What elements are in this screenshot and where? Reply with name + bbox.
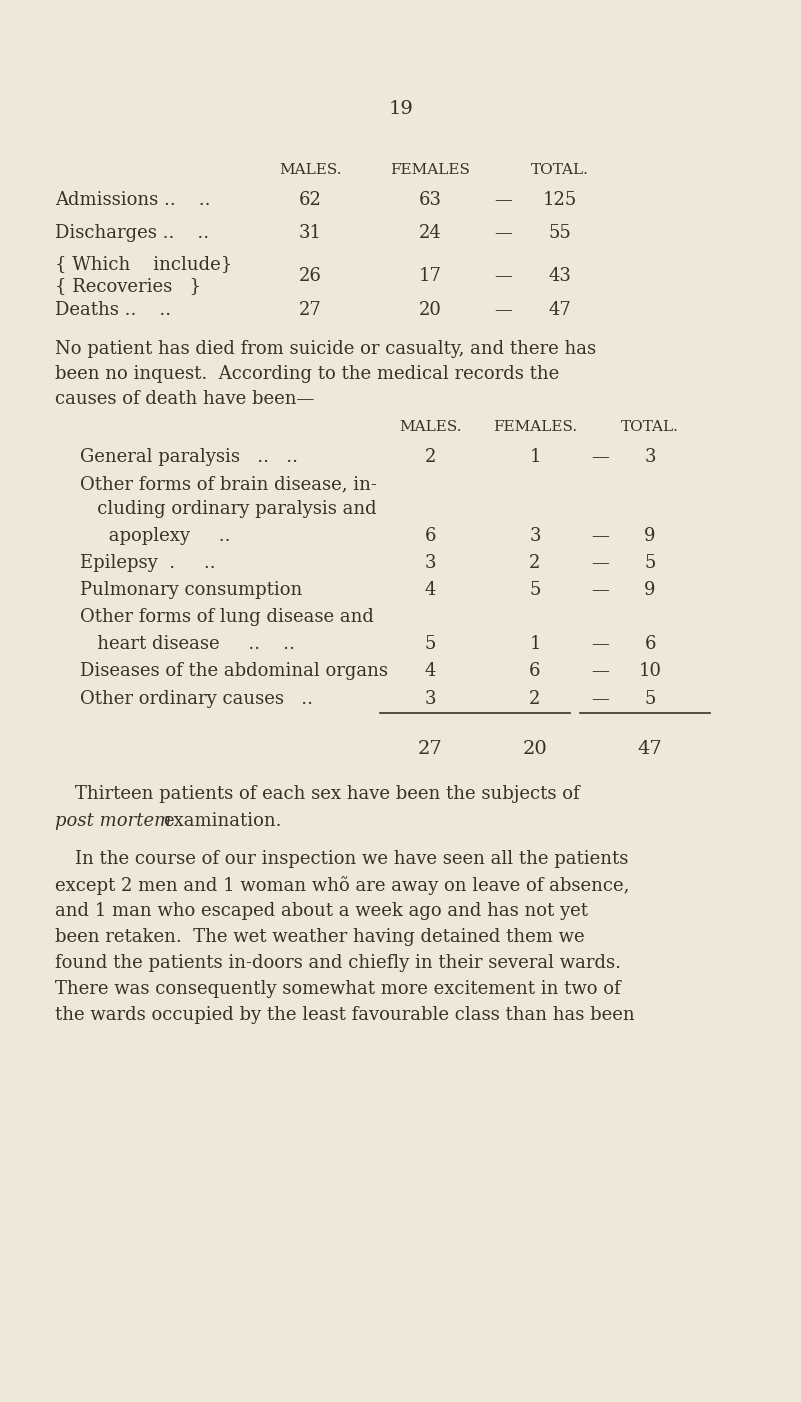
Text: apoplexy     ..: apoplexy .. xyxy=(80,527,231,545)
Text: MALES.: MALES. xyxy=(399,421,461,435)
Text: 26: 26 xyxy=(299,266,321,285)
Text: —: — xyxy=(591,527,609,545)
Text: 47: 47 xyxy=(638,740,662,758)
Text: the wards occupied by the least favourable class than has been: the wards occupied by the least favourab… xyxy=(55,1007,634,1023)
Text: 2: 2 xyxy=(529,690,541,708)
Text: 2: 2 xyxy=(425,449,436,465)
Text: 2: 2 xyxy=(529,554,541,572)
Text: except 2 men and 1 woman whõ are away on leave of absence,: except 2 men and 1 woman whõ are away on… xyxy=(55,876,630,894)
Text: found the patients in-doors and chiefly in their several wards.: found the patients in-doors and chiefly … xyxy=(55,953,621,972)
Text: 43: 43 xyxy=(549,266,571,285)
Text: { Which    include}: { Which include} xyxy=(55,255,232,273)
Text: MALES.: MALES. xyxy=(279,163,341,177)
Text: 3: 3 xyxy=(529,527,541,545)
Text: examination.: examination. xyxy=(163,812,281,830)
Text: 5: 5 xyxy=(644,690,656,708)
Text: 27: 27 xyxy=(417,740,442,758)
Text: heart disease     ..    ..: heart disease .. .. xyxy=(80,635,295,653)
Text: 125: 125 xyxy=(543,191,578,209)
Text: 27: 27 xyxy=(299,301,321,320)
Text: been no inquest.  According to the medical records the: been no inquest. According to the medica… xyxy=(55,365,559,383)
Text: 5: 5 xyxy=(529,580,541,599)
Text: TOTAL.: TOTAL. xyxy=(621,421,679,435)
Text: 6: 6 xyxy=(425,527,436,545)
Text: Admissions ..    ..: Admissions .. .. xyxy=(55,191,211,209)
Text: Other forms of brain disease, in-: Other forms of brain disease, in- xyxy=(80,475,377,494)
Text: —: — xyxy=(591,635,609,653)
Text: 6: 6 xyxy=(644,635,656,653)
Text: 4: 4 xyxy=(425,662,436,680)
Text: 5: 5 xyxy=(644,554,656,572)
Text: General paralysis   ..   ..: General paralysis .. .. xyxy=(80,449,298,465)
Text: No patient has died from suicide or casualty, and there has: No patient has died from suicide or casu… xyxy=(55,341,596,358)
Text: —: — xyxy=(494,191,512,209)
Text: FEMALES: FEMALES xyxy=(390,163,470,177)
Text: 24: 24 xyxy=(419,224,441,243)
Text: TOTAL.: TOTAL. xyxy=(531,163,589,177)
Text: 47: 47 xyxy=(549,301,571,320)
Text: —: — xyxy=(591,580,609,599)
Text: 3: 3 xyxy=(644,449,656,465)
Text: 19: 19 xyxy=(388,100,413,118)
Text: 5: 5 xyxy=(425,635,436,653)
Text: —: — xyxy=(494,266,512,285)
Text: In the course of our inspection we have seen all the patients: In the course of our inspection we have … xyxy=(75,850,628,868)
Text: 63: 63 xyxy=(418,191,441,209)
Text: 55: 55 xyxy=(549,224,571,243)
Text: —: — xyxy=(591,554,609,572)
Text: and 1 man who escaped about a week ago and has not yet: and 1 man who escaped about a week ago a… xyxy=(55,901,588,920)
Text: There was consequently somewhat more excitement in two of: There was consequently somewhat more exc… xyxy=(55,980,621,998)
Text: FEMALES.: FEMALES. xyxy=(493,421,577,435)
Text: { Recoveries   }: { Recoveries } xyxy=(55,278,201,294)
Text: 9: 9 xyxy=(644,527,656,545)
Text: Diseases of the abdominal organs: Diseases of the abdominal organs xyxy=(80,662,388,680)
Text: Pulmonary consumption: Pulmonary consumption xyxy=(80,580,302,599)
Text: 6: 6 xyxy=(529,662,541,680)
Text: 17: 17 xyxy=(419,266,441,285)
Text: Deaths ..    ..: Deaths .. .. xyxy=(55,301,171,320)
Text: Other forms of lung disease and: Other forms of lung disease and xyxy=(80,608,374,627)
Text: 10: 10 xyxy=(638,662,662,680)
Text: Epilepsy  .     ..: Epilepsy . .. xyxy=(80,554,215,572)
Text: 3: 3 xyxy=(425,554,436,572)
Text: 20: 20 xyxy=(419,301,441,320)
Text: 1: 1 xyxy=(529,449,541,465)
Text: 4: 4 xyxy=(425,580,436,599)
Text: 1: 1 xyxy=(529,635,541,653)
Text: 31: 31 xyxy=(299,224,321,243)
Text: —: — xyxy=(591,449,609,465)
Text: post mortem: post mortem xyxy=(55,812,171,830)
Text: 20: 20 xyxy=(522,740,547,758)
Text: cluding ordinary paralysis and: cluding ordinary paralysis and xyxy=(80,501,376,517)
Text: —: — xyxy=(591,662,609,680)
Text: causes of death have been—: causes of death have been— xyxy=(55,390,314,408)
Text: —: — xyxy=(591,690,609,708)
Text: —: — xyxy=(494,301,512,320)
Text: 62: 62 xyxy=(299,191,321,209)
Text: Other ordinary causes   ..: Other ordinary causes .. xyxy=(80,690,313,708)
Text: Discharges ..    ..: Discharges .. .. xyxy=(55,224,209,243)
Text: been retaken.  The wet weather having detained them we: been retaken. The wet weather having det… xyxy=(55,928,585,946)
Text: 9: 9 xyxy=(644,580,656,599)
Text: —: — xyxy=(494,224,512,243)
Text: Thirteen patients of each sex have been the subjects of: Thirteen patients of each sex have been … xyxy=(75,785,580,803)
Text: 3: 3 xyxy=(425,690,436,708)
